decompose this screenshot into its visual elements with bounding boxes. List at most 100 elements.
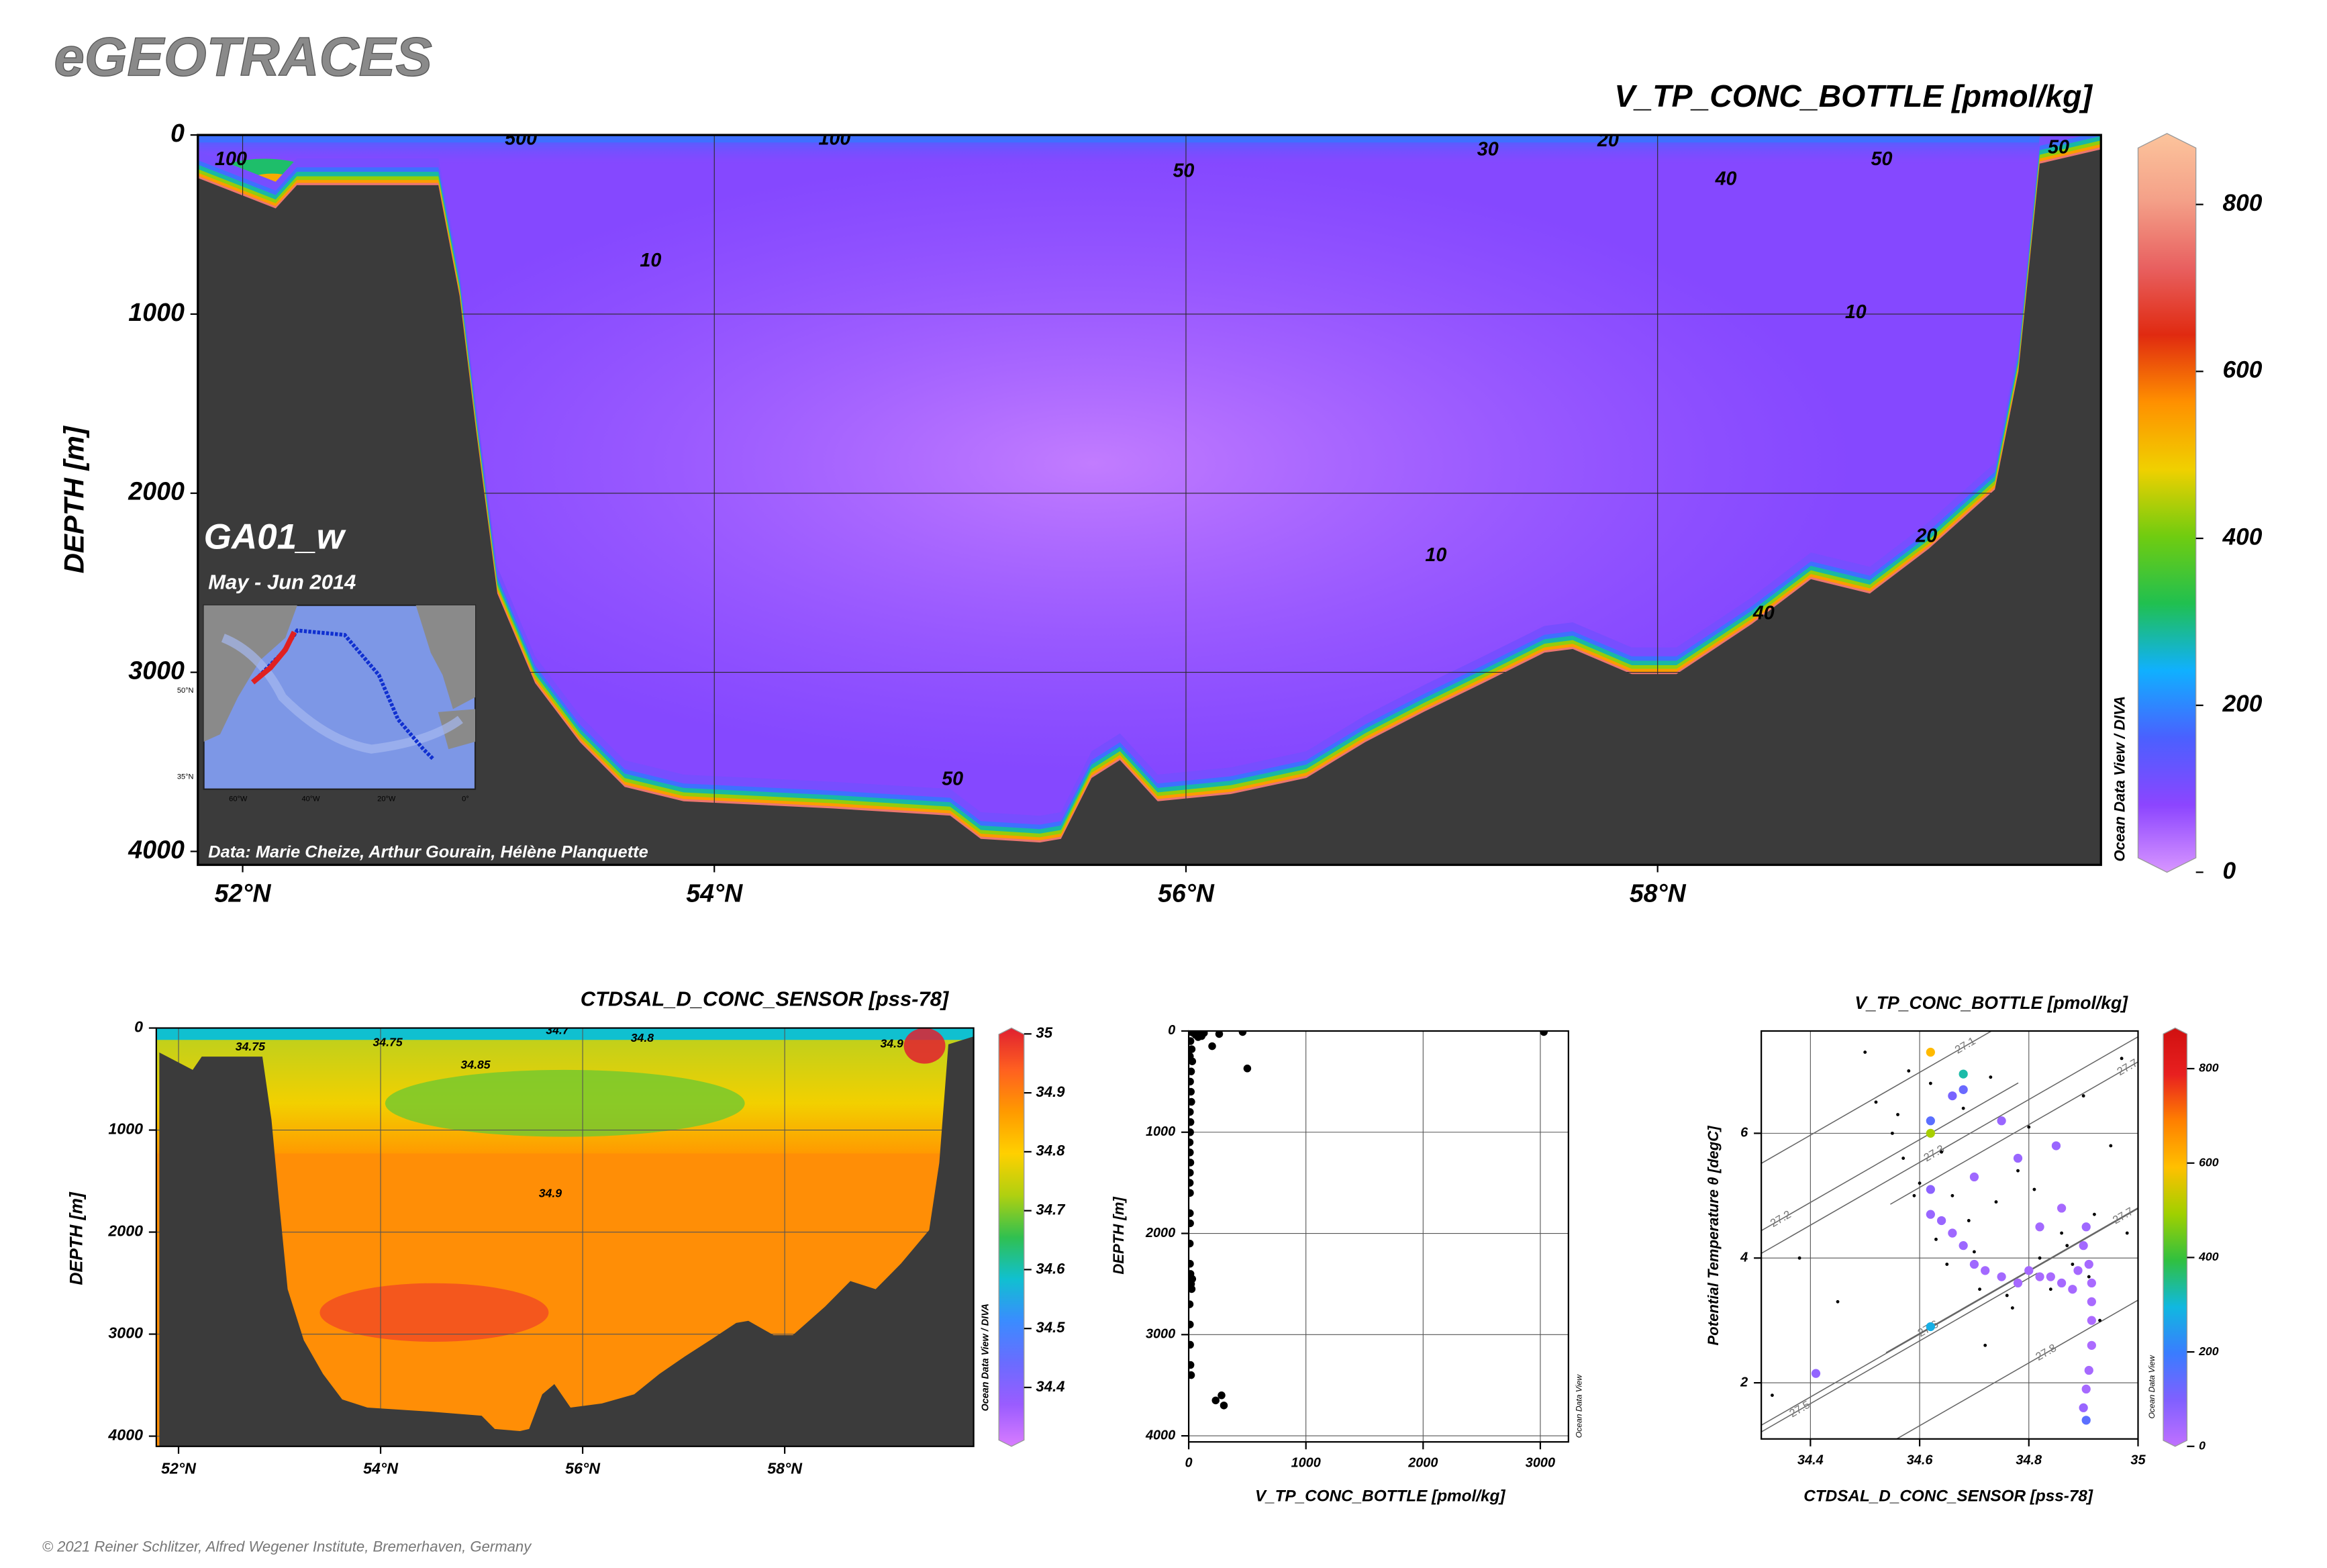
y-axis-label: DEPTH [m] <box>58 425 90 573</box>
contour-label: 34.85 <box>460 1058 491 1071</box>
point <box>2032 1187 2036 1191</box>
point <box>2081 1384 2091 1394</box>
point <box>1197 1032 1206 1040</box>
point <box>2079 1241 2088 1251</box>
point <box>2092 1212 2096 1216</box>
point <box>1218 1391 1226 1400</box>
colorbar-tick-label: 600 <box>2199 1155 2219 1169</box>
point <box>2057 1278 2067 1288</box>
point <box>1997 1116 2006 1126</box>
section-period: May - Jun 2014 <box>208 570 356 593</box>
map-ridge <box>221 634 463 754</box>
section-overlay: GA01_w May - Jun 2014 Data: Marie Cheize… <box>177 518 648 862</box>
point <box>1189 1148 1194 1157</box>
point <box>1959 1085 1968 1094</box>
point <box>1770 1393 1774 1398</box>
colorbar-tick-label: 400 <box>2198 1250 2219 1263</box>
point <box>1969 1259 1979 1269</box>
x-tick-label: 56°N <box>565 1460 601 1477</box>
map-track-highlight <box>250 630 297 685</box>
point <box>1863 1050 1867 1054</box>
bathymetry <box>159 1036 974 1447</box>
point <box>1981 1266 1990 1275</box>
contour-label: 50 <box>942 768 963 789</box>
point <box>1972 1250 1976 1254</box>
colorbar-tick-label: 34.4 <box>1036 1378 1065 1395</box>
bathymetry <box>197 149 2101 865</box>
point <box>1926 1116 1935 1126</box>
point <box>2068 1285 2077 1294</box>
contour-label: 10 <box>640 250 661 271</box>
point <box>1959 1241 1968 1251</box>
point <box>1983 1343 1987 1347</box>
isopycnal <box>1761 1273 2038 1433</box>
colorbar-tick-label: 200 <box>2198 1344 2219 1358</box>
plot-area: 100 500 100 30 20 50 40 50 50 10 10 10 20 40 50 <box>197 128 2101 865</box>
plot-area: 27.127.227.327.527.627.727.827.7 <box>1761 1030 2138 1439</box>
field-surface <box>156 1028 974 1040</box>
x-tick-label: 54°N <box>686 879 743 908</box>
point <box>2013 1278 2023 1288</box>
point <box>1928 1081 1932 1085</box>
plot-frame <box>1761 1030 2139 1440</box>
point <box>2079 1403 2088 1412</box>
point <box>1189 1159 1195 1167</box>
point <box>1208 1042 1216 1050</box>
point <box>1189 1260 1194 1268</box>
point <box>2081 1222 2091 1232</box>
colorbar-tick-label: 0 <box>2199 1438 2206 1452</box>
point <box>1950 1193 1954 1197</box>
map-label: 40°W <box>301 795 320 803</box>
contour-label: 34.9 <box>880 1037 903 1050</box>
contour-label: 34.9 <box>539 1186 562 1199</box>
point <box>2048 1287 2052 1291</box>
point <box>1874 1100 1878 1104</box>
point <box>1189 1037 1195 1045</box>
y-tick-label: 4 <box>1740 1250 1748 1265</box>
point <box>2005 1293 2009 1297</box>
point <box>2024 1266 2034 1275</box>
point <box>1918 1181 1922 1185</box>
colorbar-tick-label: 34.8 <box>1036 1142 1065 1159</box>
x-tick-label: 2000 <box>1407 1456 1438 1471</box>
point <box>1948 1228 1957 1238</box>
contour-label: 100 <box>818 128 850 149</box>
point <box>1189 1275 1197 1283</box>
plot-background <box>1189 1030 1569 1442</box>
y-tick-label: 1000 <box>108 1120 143 1138</box>
contour-label: 20 <box>1597 130 1619 151</box>
point <box>2051 1141 2061 1150</box>
x-tick-label: 58°N <box>767 1460 803 1477</box>
point <box>2084 1259 2093 1269</box>
contour-label: 34.7 <box>546 1024 570 1037</box>
contour-label: 30 <box>1477 138 1499 160</box>
point <box>1189 1371 1195 1379</box>
contour-label: 34.75 <box>236 1040 266 1053</box>
colorbar-tick-label: 200 <box>2222 691 2262 717</box>
point <box>1189 1128 1194 1136</box>
chart-title: CTDSAL_D_CONC_SENSOR [pss-78] <box>581 987 950 1010</box>
point <box>1189 1340 1194 1349</box>
contour-label: 34.8 <box>631 1031 654 1044</box>
point <box>2065 1244 2069 1248</box>
point <box>1238 1030 1247 1036</box>
contour-label: 100 <box>215 148 247 170</box>
point <box>2057 1204 2067 1213</box>
contour-label: 40 <box>1752 602 1775 624</box>
point <box>1189 1209 1194 1218</box>
point <box>1945 1263 1949 1266</box>
point <box>1890 1131 1894 1135</box>
point <box>2098 1318 2101 1322</box>
point <box>2071 1263 2075 1266</box>
point <box>1967 1219 1971 1222</box>
inset-map: 50°N 35°N 60°W 40°W 20°W 0° <box>177 604 477 803</box>
x-tick-label: 54°N <box>363 1460 399 1477</box>
point <box>1926 1128 1935 1138</box>
y-tick-label: 1000 <box>128 298 185 326</box>
y-tick-label: 3000 <box>1146 1327 1175 1342</box>
copyright: © 2021 Reiner Schlitzer, Alfred Wegener … <box>42 1538 532 1555</box>
field-core <box>319 1283 549 1342</box>
point <box>2087 1275 2091 1279</box>
